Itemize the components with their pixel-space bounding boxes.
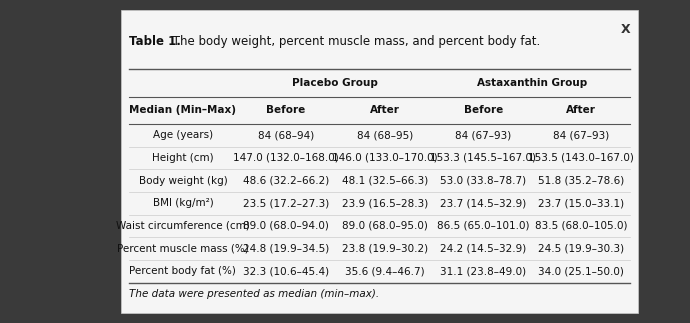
Text: Waist circumference (cm): Waist circumference (cm) — [116, 221, 250, 231]
Text: 24.2 (14.5–32.9): 24.2 (14.5–32.9) — [440, 244, 526, 254]
Text: 23.7 (14.5–32.9): 23.7 (14.5–32.9) — [440, 198, 526, 208]
Text: Percent body fat (%): Percent body fat (%) — [130, 266, 236, 276]
Text: X: X — [621, 23, 631, 36]
Text: 146.0 (133.0–170.0): 146.0 (133.0–170.0) — [332, 153, 437, 163]
Text: 153.5 (143.0–167.0): 153.5 (143.0–167.0) — [529, 153, 634, 163]
Text: Percent muscle mass (%): Percent muscle mass (%) — [117, 244, 249, 254]
Text: BMI (kg/m²): BMI (kg/m²) — [152, 198, 213, 208]
Text: 89.0 (68.0–95.0): 89.0 (68.0–95.0) — [342, 221, 428, 231]
Text: Before: Before — [464, 105, 503, 115]
Text: 24.8 (19.9–34.5): 24.8 (19.9–34.5) — [243, 244, 329, 254]
Text: 153.3 (145.5–167.0): 153.3 (145.5–167.0) — [431, 153, 536, 163]
Text: 147.0 (132.0–168.0): 147.0 (132.0–168.0) — [233, 153, 339, 163]
Text: Before: Before — [266, 105, 306, 115]
Text: 84 (68–94): 84 (68–94) — [258, 130, 314, 140]
Text: After: After — [370, 105, 400, 115]
Text: Age (years): Age (years) — [152, 130, 213, 140]
Text: The data were presented as median (min–max).: The data were presented as median (min–m… — [129, 289, 380, 299]
Text: Placebo Group: Placebo Group — [293, 78, 378, 88]
Text: Body weight (kg): Body weight (kg) — [139, 176, 227, 186]
Text: 32.3 (10.6–45.4): 32.3 (10.6–45.4) — [243, 266, 329, 276]
Text: 24.5 (19.9–30.3): 24.5 (19.9–30.3) — [538, 244, 624, 254]
Text: 84 (68–95): 84 (68–95) — [357, 130, 413, 140]
Text: 23.9 (16.5–28.3): 23.9 (16.5–28.3) — [342, 198, 428, 208]
Text: 53.0 (33.8–78.7): 53.0 (33.8–78.7) — [440, 176, 526, 186]
Text: 84 (67–93): 84 (67–93) — [455, 130, 511, 140]
Text: 84 (67–93): 84 (67–93) — [553, 130, 609, 140]
Text: 89.0 (68.0–94.0): 89.0 (68.0–94.0) — [243, 221, 329, 231]
Text: Table 1.: Table 1. — [129, 36, 181, 48]
Text: 35.6 (9.4–46.7): 35.6 (9.4–46.7) — [345, 266, 424, 276]
Text: Median (Min–Max): Median (Min–Max) — [130, 105, 237, 115]
Text: 23.7 (15.0–33.1): 23.7 (15.0–33.1) — [538, 198, 624, 208]
Text: 83.5 (68.0–105.0): 83.5 (68.0–105.0) — [535, 221, 628, 231]
Text: Astaxanthin Group: Astaxanthin Group — [477, 78, 588, 88]
Text: Height (cm): Height (cm) — [152, 153, 214, 163]
Text: 23.8 (19.9–30.2): 23.8 (19.9–30.2) — [342, 244, 428, 254]
Text: The body weight, percent muscle mass, and percent body fat.: The body weight, percent muscle mass, an… — [169, 36, 540, 48]
Text: After: After — [566, 105, 596, 115]
Text: 51.8 (35.2–78.6): 51.8 (35.2–78.6) — [538, 176, 624, 186]
Text: 48.1 (32.5–66.3): 48.1 (32.5–66.3) — [342, 176, 428, 186]
Text: 48.6 (32.2–66.2): 48.6 (32.2–66.2) — [243, 176, 329, 186]
Text: 23.5 (17.2–27.3): 23.5 (17.2–27.3) — [243, 198, 329, 208]
Text: 86.5 (65.0–101.0): 86.5 (65.0–101.0) — [437, 221, 530, 231]
Text: 34.0 (25.1–50.0): 34.0 (25.1–50.0) — [538, 266, 624, 276]
Text: 31.1 (23.8–49.0): 31.1 (23.8–49.0) — [440, 266, 526, 276]
